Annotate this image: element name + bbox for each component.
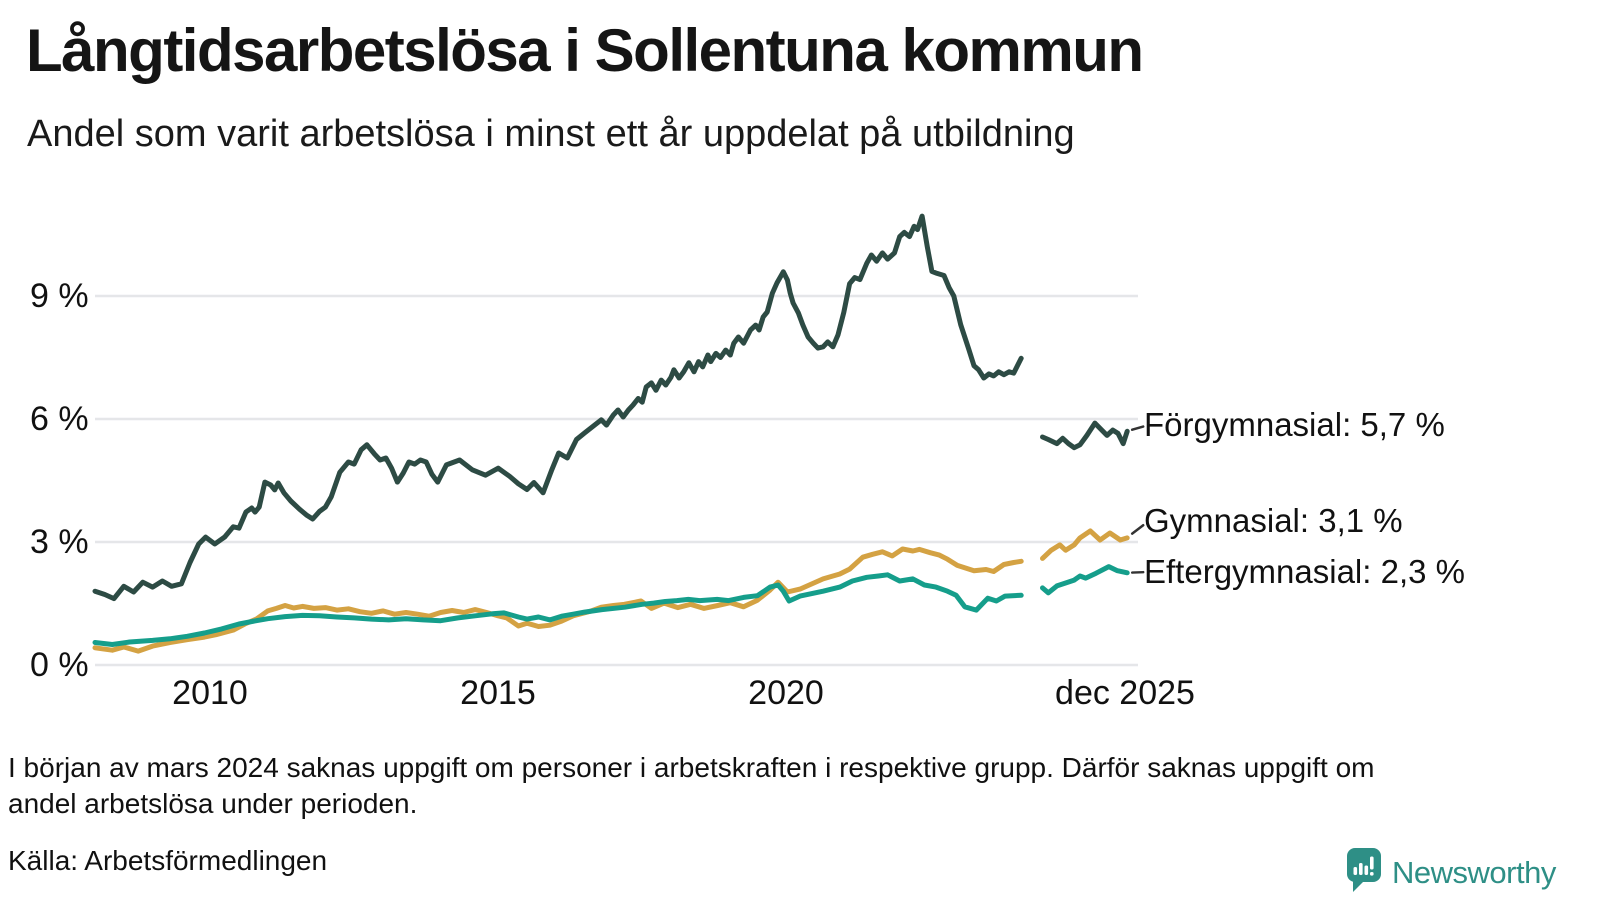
chart-subtitle: Andel som varit arbetslösa i minst ett å… [27, 113, 1075, 155]
series-label-gymnasial: Gymnasial: 3,1 % [1144, 502, 1403, 539]
x-tick-2015: 2015 [460, 674, 536, 712]
chart-footnote: I början av mars 2024 saknas uppgift om … [8, 750, 1568, 823]
x-tick-2020: 2020 [748, 674, 824, 712]
x-tick-dec2025: dec 2025 [1055, 674, 1195, 712]
source-label: Källa: Arbetsförmedlingen [8, 845, 328, 876]
y-tick-9: 9 % [30, 277, 89, 315]
y-tick-6: 6 % [30, 400, 89, 438]
newsworthy-logo-text: Newsworthy [1392, 854, 1556, 890]
line-chart-canvas [92, 213, 1145, 667]
y-tick-0: 0 % [30, 646, 89, 684]
series-label-eftergymnasial: Eftergymnasial: 2,3 % [1144, 553, 1465, 590]
y-tick-3: 3 % [30, 523, 89, 561]
newsworthy-logo: Newsworthy [1344, 846, 1556, 899]
x-tick-2010: 2010 [172, 674, 248, 712]
series-label-forgymnasial: Förgymnasial: 5,7 % [1144, 406, 1445, 443]
page-title: Långtidsarbetslösa i Sollentuna kommun [26, 17, 1144, 84]
newsworthy-pin-icon [1344, 846, 1383, 899]
footnote-line2: andel arbetslösa under perioden. [8, 788, 418, 820]
footnote-line1: I början av mars 2024 saknas uppgift om … [8, 752, 1375, 783]
